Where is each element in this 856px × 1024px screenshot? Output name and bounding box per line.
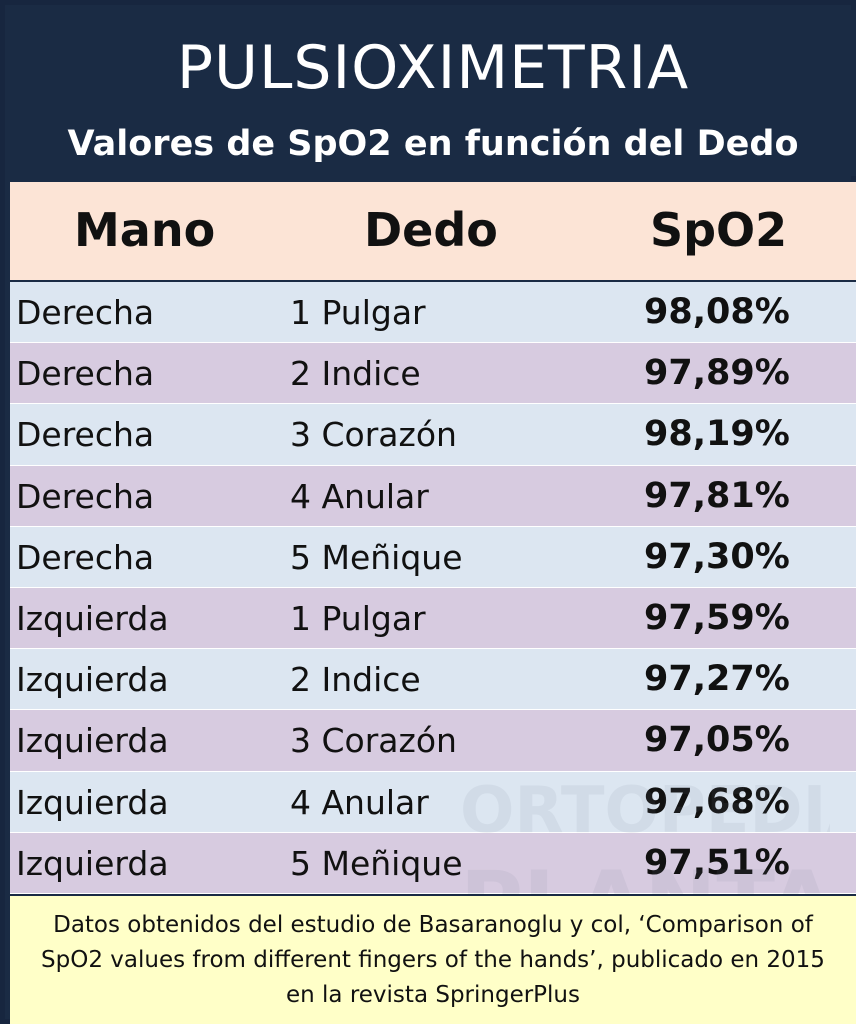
table-row: Derecha 5 Meñique 97,30% bbox=[10, 526, 856, 588]
cell-dedo: 3 Corazón bbox=[290, 721, 457, 761]
table-column-headers: Mano Dedo SpO2 bbox=[10, 180, 856, 282]
cell-dedo: 1 Pulgar bbox=[290, 599, 426, 638]
cell-spo2: 97,30% bbox=[644, 536, 790, 577]
cell-dedo: 5 Meñique bbox=[290, 537, 463, 577]
table-row: Izquierda 3 Corazón 97,05% bbox=[10, 710, 856, 772]
table-row: Derecha 2 Indice 97,89% bbox=[10, 343, 856, 405]
cell-mano: Izquierda bbox=[16, 843, 169, 883]
source-note: Datos obtenidos del estudio de Basaranog… bbox=[10, 894, 856, 1024]
cell-spo2: 97,59% bbox=[644, 598, 790, 638]
table-row: Izquierda 4 Anular 97,68% bbox=[10, 771, 856, 833]
cell-mano: Derecha bbox=[16, 354, 155, 394]
table-body: Izquierda 5 Meñique 97,51% Izquierda 4 Anula… bbox=[10, 282, 856, 953]
cell-mano: Izquierda bbox=[16, 660, 169, 700]
cell-spo2: 97,27% bbox=[644, 659, 790, 700]
cell-mano: Derecha bbox=[16, 476, 155, 516]
cell-dedo: 4 Anular bbox=[290, 476, 429, 516]
cell-mano: Izquierda bbox=[16, 782, 169, 822]
cell-spo2: 97,89% bbox=[644, 353, 790, 394]
cell-dedo: 1 Pulgar bbox=[290, 293, 426, 332]
cell-mano: Derecha bbox=[16, 293, 155, 332]
cell-dedo: 2 Indice bbox=[290, 660, 421, 700]
cell-mano: Derecha bbox=[16, 537, 155, 577]
table-row: Izquierda 2 Indice 97,27% bbox=[10, 649, 856, 711]
cell-spo2: 98,19% bbox=[644, 414, 790, 455]
cell-spo2: 97,51% bbox=[644, 842, 790, 883]
column-header-dedo: Dedo bbox=[364, 203, 498, 257]
header: PULSIOXIMETRIA Valores de SpO2 en funció… bbox=[10, 10, 856, 176]
table-row: Derecha 1 Pulgar 98,08% bbox=[10, 282, 856, 344]
cell-spo2: 97,68% bbox=[644, 781, 790, 822]
column-header-mano: Mano bbox=[74, 203, 216, 257]
page-subtitle: Valores de SpO2 en función del Dedo bbox=[67, 124, 799, 164]
cell-spo2: 97,05% bbox=[644, 720, 790, 761]
cell-dedo: 2 Indice bbox=[290, 354, 421, 394]
cell-mano: Izquierda bbox=[16, 599, 169, 638]
table-row: Derecha 3 Corazón 98,19% bbox=[10, 404, 856, 466]
table-row: Izquierda 5 Meñique 97,51% bbox=[10, 832, 856, 894]
cell-spo2: 98,08% bbox=[644, 292, 790, 332]
cell-dedo: 5 Meñique bbox=[290, 843, 463, 883]
cell-dedo: 4 Anular bbox=[290, 782, 429, 822]
cell-mano: Derecha bbox=[16, 415, 155, 455]
column-header-spo2: SpO2 bbox=[650, 203, 788, 257]
cell-spo2: 97,81% bbox=[644, 475, 790, 516]
table-row: Derecha 4 Anular 97,81% bbox=[10, 465, 856, 527]
cell-dedo: 3 Corazón bbox=[290, 415, 457, 455]
table-row: Izquierda 1 Pulgar 97,59% bbox=[10, 588, 856, 650]
page-title: PULSIOXIMETRIA bbox=[176, 33, 690, 103]
cell-mano: Izquierda bbox=[16, 721, 169, 761]
